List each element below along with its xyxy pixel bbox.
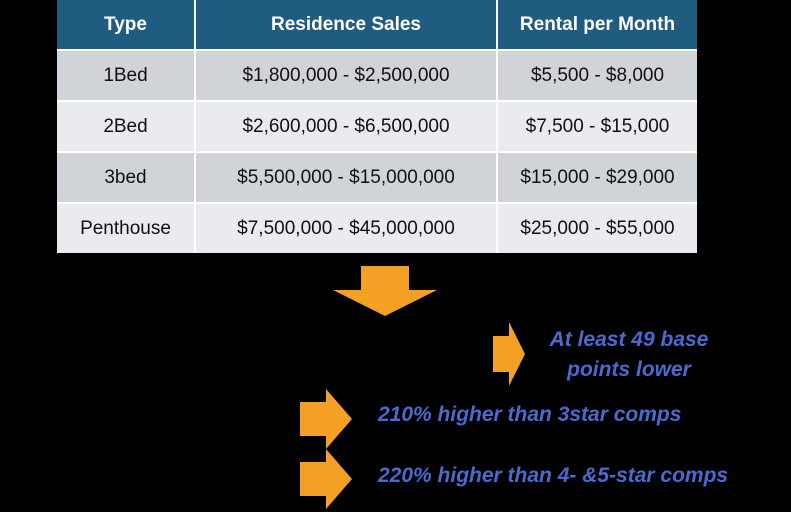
right-arrow-icon bbox=[493, 322, 525, 386]
cell-type: 2Bed bbox=[57, 102, 196, 153]
down-arrow-icon bbox=[333, 266, 437, 316]
cell-residence-sales: $5,500,000 - $15,000,000 bbox=[196, 153, 498, 204]
cell-residence-sales: $2,600,000 - $6,500,000 bbox=[196, 102, 498, 153]
cell-residence-sales: $7,500,000 - $45,000,000 bbox=[196, 204, 498, 253]
right-arrow-icon bbox=[300, 389, 352, 449]
table-row: 1Bed $1,800,000 - $2,500,000 $5,500 - $8… bbox=[57, 51, 697, 102]
cell-type: 1Bed bbox=[57, 51, 196, 102]
callout-basis-points-line2: points lower bbox=[567, 358, 691, 381]
table-row: 3bed $5,500,000 - $15,000,000 $15,000 - … bbox=[57, 153, 697, 204]
callout-basis-points-line1: At least 49 base bbox=[549, 328, 709, 351]
callout-basis-points: At least 49 base points lower bbox=[520, 325, 738, 385]
callout-3star-comps: 210% higher than 3star comps bbox=[378, 403, 682, 426]
table-row: 2Bed $2,600,000 - $6,500,000 $7,500 - $1… bbox=[57, 102, 697, 153]
cell-rental: $25,000 - $55,000 bbox=[498, 204, 697, 253]
header-residence-sales: Residence Sales bbox=[196, 0, 498, 51]
header-type: Type bbox=[57, 0, 196, 51]
table-row: Penthouse $7,500,000 - $45,000,000 $25,0… bbox=[57, 204, 697, 253]
cell-type: 3bed bbox=[57, 153, 196, 204]
header-rental-per-month: Rental per Month bbox=[498, 0, 697, 51]
cell-residence-sales: $1,800,000 - $2,500,000 bbox=[196, 51, 498, 102]
table-header-row: Type Residence Sales Rental per Month bbox=[57, 0, 697, 51]
price-table: Type Residence Sales Rental per Month 1B… bbox=[57, 0, 697, 253]
cell-rental: $5,500 - $8,000 bbox=[498, 51, 697, 102]
right-arrow-icon bbox=[300, 449, 352, 509]
cell-rental: $7,500 - $15,000 bbox=[498, 102, 697, 153]
cell-rental: $15,000 - $29,000 bbox=[498, 153, 697, 204]
callout-4-5-star-comps: 220% higher than 4- &5-star comps bbox=[378, 464, 729, 487]
cell-type: Penthouse bbox=[57, 204, 196, 253]
